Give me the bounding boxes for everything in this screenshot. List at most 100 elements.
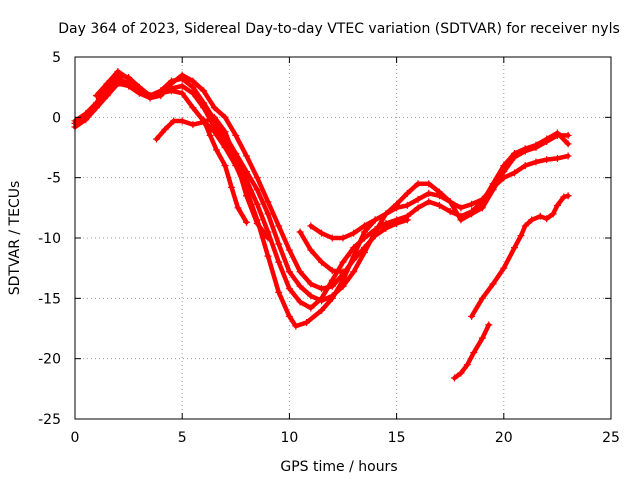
data-point-marker bbox=[328, 282, 336, 290]
x-tick-label: 0 bbox=[71, 430, 80, 446]
data-point-marker bbox=[468, 312, 476, 320]
data-point-marker bbox=[307, 304, 315, 312]
data-point-marker bbox=[161, 125, 169, 133]
data-point-marker bbox=[360, 234, 368, 242]
data-point-marker bbox=[517, 232, 525, 240]
data-point-marker bbox=[371, 226, 379, 234]
series-line-s5 bbox=[154, 115, 271, 241]
data-point-marker bbox=[200, 116, 208, 124]
data-point-marker bbox=[292, 322, 300, 330]
data-point-marker bbox=[339, 234, 347, 242]
data-point-marker bbox=[468, 200, 476, 208]
data-point-marker bbox=[549, 210, 557, 218]
x-tick-label: 20 bbox=[495, 430, 513, 446]
y-tick-label: -15 bbox=[38, 291, 61, 307]
data-point-marker bbox=[360, 244, 368, 252]
data-point-marker bbox=[457, 369, 465, 377]
data-point-marker bbox=[350, 256, 358, 264]
data-point-marker bbox=[92, 92, 100, 100]
data-point-marker bbox=[478, 204, 486, 212]
data-point-marker bbox=[221, 162, 229, 170]
x-axis-title: GPS time / hours bbox=[280, 459, 397, 475]
data-point-marker bbox=[468, 207, 476, 215]
data-point-marker bbox=[339, 282, 347, 290]
data-point-marker bbox=[275, 240, 283, 248]
x-tick-label: 15 bbox=[388, 430, 406, 446]
data-point-marker bbox=[170, 117, 178, 125]
data-point-marker bbox=[393, 200, 401, 208]
data-point-marker bbox=[478, 198, 486, 206]
series-line-s10 bbox=[469, 193, 571, 319]
y-tick-label: 5 bbox=[52, 50, 61, 66]
data-point-marker bbox=[371, 216, 379, 224]
data-point-marker bbox=[536, 212, 544, 220]
data-point-marker bbox=[152, 135, 160, 143]
data-point-marker bbox=[521, 222, 529, 230]
y-tick-label: -25 bbox=[38, 412, 61, 428]
data-point-marker bbox=[285, 246, 293, 254]
data-point-marker bbox=[470, 349, 478, 357]
data-point-marker bbox=[564, 140, 572, 148]
data-point-marker bbox=[500, 174, 508, 182]
data-point-marker bbox=[167, 80, 175, 88]
data-point-marker bbox=[285, 312, 293, 320]
data-point-marker bbox=[243, 192, 251, 200]
series-markers-s10 bbox=[468, 192, 572, 320]
x-tick-label: 10 bbox=[280, 430, 298, 446]
data-point-marker bbox=[189, 83, 197, 91]
data-point-marker bbox=[446, 198, 454, 206]
data-point-marker bbox=[189, 121, 197, 129]
data-point-marker bbox=[232, 131, 240, 139]
data-point-marker bbox=[296, 298, 304, 306]
data-point-marker bbox=[213, 146, 221, 154]
y-tick-label: -20 bbox=[38, 352, 61, 368]
data-point-marker bbox=[564, 192, 572, 200]
data-point-marker bbox=[264, 234, 272, 242]
data-point-marker bbox=[146, 94, 154, 102]
data-point-marker bbox=[103, 87, 111, 95]
data-point-marker bbox=[200, 87, 208, 95]
data-point-marker bbox=[253, 186, 261, 194]
data-point-marker bbox=[264, 198, 272, 206]
series-line-s9 bbox=[452, 322, 492, 381]
data-point-marker bbox=[553, 154, 561, 162]
series-markers-s9 bbox=[450, 321, 493, 382]
data-point-marker bbox=[511, 244, 519, 252]
data-point-marker bbox=[318, 294, 326, 302]
data-point-marker bbox=[489, 180, 497, 188]
data-point-marker bbox=[206, 131, 214, 139]
data-point-marker bbox=[82, 111, 90, 119]
data-point-marker bbox=[210, 104, 218, 112]
data-point-marker bbox=[189, 77, 197, 85]
data-point-marker bbox=[135, 84, 143, 92]
data-point-marker bbox=[403, 189, 411, 197]
data-point-marker bbox=[285, 268, 293, 276]
data-point-marker bbox=[178, 71, 186, 79]
data-point-marker bbox=[296, 228, 304, 236]
data-point-marker bbox=[285, 285, 293, 293]
data-point-marker bbox=[92, 101, 100, 109]
chart-title: Day 364 of 2023, Sidereal Day-to-day VTE… bbox=[58, 21, 620, 37]
data-point-marker bbox=[360, 222, 368, 230]
series-line-s4 bbox=[94, 69, 410, 291]
data-point-marker bbox=[500, 264, 508, 272]
data-point-marker bbox=[371, 232, 379, 240]
data-point-marker bbox=[264, 210, 272, 218]
data-point-marker bbox=[485, 321, 493, 329]
data-point-marker bbox=[446, 207, 454, 215]
data-point-marker bbox=[543, 215, 551, 223]
series-markers-s6 bbox=[200, 116, 251, 226]
data-point-marker bbox=[532, 158, 540, 166]
data-point-marker bbox=[382, 210, 390, 218]
data-point-marker bbox=[103, 80, 111, 88]
data-point-marker bbox=[318, 285, 326, 293]
y-tick-label: 0 bbox=[52, 110, 61, 126]
axis-ticks: 0 5 10 15 20 25 5 0 -5 -10 -15 -20 -25 bbox=[38, 50, 620, 446]
data-point-marker bbox=[307, 246, 315, 254]
data-point-marker bbox=[275, 222, 283, 230]
data-series bbox=[71, 67, 572, 382]
data-point-marker bbox=[463, 361, 471, 369]
data-point-marker bbox=[221, 113, 229, 121]
data-point-marker bbox=[403, 201, 411, 209]
data-point-marker bbox=[200, 104, 208, 112]
